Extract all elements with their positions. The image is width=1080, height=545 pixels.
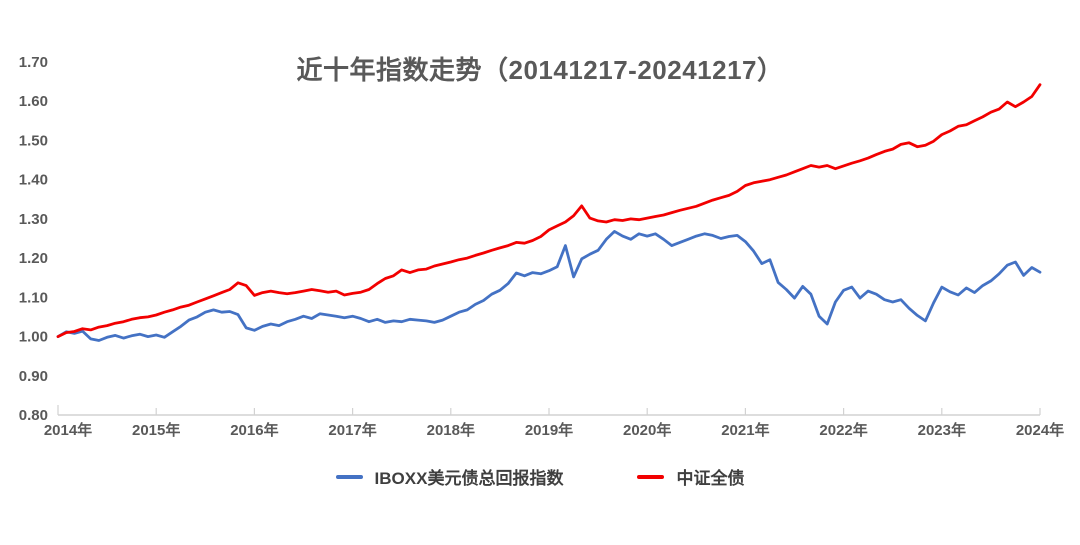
legend-item-iboxx: IBOXX美元债总回报指数 xyxy=(335,464,564,489)
x-axis-tick-label: 2020年 xyxy=(623,421,671,439)
y-axis-tick-label: 0.80 xyxy=(19,407,48,424)
legend-label-csi-bond: 中证全债 xyxy=(676,469,745,488)
x-axis-tick-label: 2018年 xyxy=(427,421,475,439)
y-axis-tick-label: 1.30 xyxy=(19,211,48,228)
y-axis-tick-label: 1.50 xyxy=(19,132,48,149)
csi-bond-series-color-swatch xyxy=(637,474,665,479)
y-axis-tick-label: 1.00 xyxy=(19,329,48,346)
legend-item-csi-bond: 中证全债 xyxy=(637,464,744,489)
chart-title: 近十年指数走势（20141217-20241217） xyxy=(296,55,784,85)
x-axis-tick-label: 2017年 xyxy=(328,421,376,439)
chart-legend: IBOXX美元债总回报指数 中证全债 xyxy=(0,464,1080,489)
legend-label-iboxx: IBOXX美元债总回报指数 xyxy=(374,469,564,488)
y-axis-tick-label: 1.10 xyxy=(19,289,48,306)
y-axis-tick-label: 1.20 xyxy=(19,250,48,267)
x-axis-tick-label: 2024年 xyxy=(1016,421,1064,439)
y-axis-tick-label: 1.70 xyxy=(19,54,48,71)
x-axis-tick-label: 2022年 xyxy=(819,421,867,439)
series-line-csi-bond xyxy=(56,83,1042,339)
x-axis-tick-label: 2016年 xyxy=(230,421,278,439)
x-axis-tick-label: 2023年 xyxy=(918,421,966,439)
iboxx-series-color-swatch xyxy=(335,474,363,479)
x-axis-tick-label: 2019年 xyxy=(525,421,573,439)
series-line-iboxx xyxy=(56,229,1042,342)
y-axis-tick-label: 1.60 xyxy=(19,93,48,110)
x-axis-tick-label: 2021年 xyxy=(721,421,769,439)
x-axis-tick-label: 2014年 xyxy=(44,421,92,439)
x-axis-tick-label: 2015年 xyxy=(132,421,180,439)
y-axis-tick-label: 1.40 xyxy=(19,172,48,189)
y-axis-tick-label: 0.90 xyxy=(19,368,48,385)
